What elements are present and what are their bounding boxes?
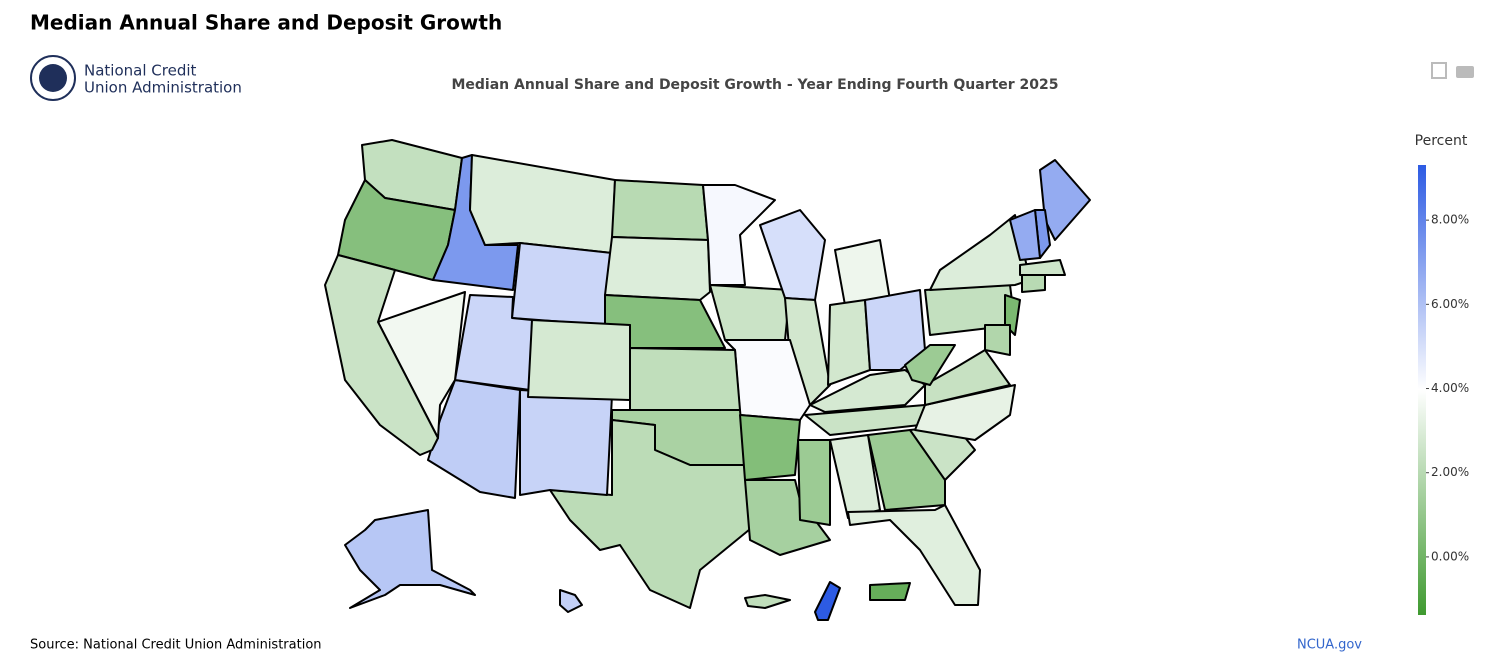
link[interactable]: NCUA.gov [1297, 638, 1362, 653]
seal-center [39, 64, 67, 92]
region [744, 594, 791, 609]
logo-text: Union Administration [84, 79, 242, 97]
region [604, 236, 711, 301]
region [611, 179, 709, 241]
colorbar-tick-label: 4.00% [1431, 381, 1469, 395]
region [797, 439, 831, 526]
region [869, 582, 911, 601]
region [1019, 259, 1066, 276]
logo: National Credit Union Administration [30, 55, 242, 101]
region [629, 347, 741, 411]
page-title: Median Annual Share and Deposit Growth [30, 11, 502, 35]
colorbar-tick-label: 6.00% [1431, 297, 1469, 311]
colorbar-title: Percent [1415, 133, 1468, 149]
region [744, 479, 831, 556]
region [511, 242, 613, 326]
region [344, 509, 476, 609]
region [904, 344, 956, 386]
region [867, 429, 946, 511]
region [847, 504, 981, 606]
region [827, 299, 871, 386]
region [469, 154, 616, 254]
region [814, 581, 841, 621]
region [702, 184, 776, 286]
colorbar-tick-label: 8.00% [1431, 213, 1469, 227]
region [559, 589, 583, 613]
region [829, 434, 881, 519]
logo-text: National Credit [84, 62, 197, 80]
region [834, 239, 891, 306]
colorbar-tick-label: 0.00% [1431, 549, 1469, 563]
camera-button[interactable] [1456, 66, 1474, 78]
source: Source: National Credit Union Administra… [30, 638, 322, 653]
region [1009, 209, 1041, 261]
chart-title: Median Annual Share and Deposit Growth -… [451, 77, 1058, 93]
region [709, 284, 791, 341]
region [759, 209, 826, 301]
region [519, 389, 613, 496]
colorbar-tick-label: 2.00% [1431, 465, 1469, 479]
region [527, 319, 631, 401]
region [324, 254, 439, 456]
map [324, 139, 1091, 621]
region [739, 414, 801, 481]
colorbar [1418, 165, 1426, 615]
region [924, 349, 1011, 406]
save-button[interactable] [1431, 62, 1447, 79]
region [984, 324, 1011, 356]
region [1021, 274, 1046, 293]
